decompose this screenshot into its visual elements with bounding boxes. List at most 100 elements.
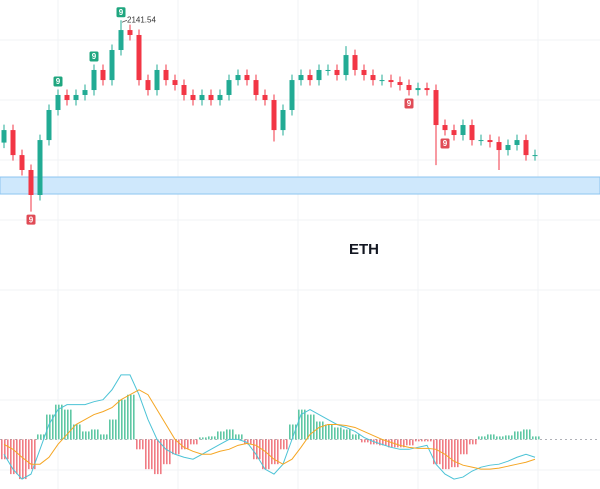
histogram-bar: [508, 435, 510, 440]
candle-body: [487, 140, 493, 143]
histogram-bar: [22, 439, 24, 480]
histogram-bar: [256, 439, 258, 460]
histogram-bar: [505, 435, 507, 440]
candle-body: [307, 75, 313, 81]
signal-badge: [53, 76, 63, 87]
histogram-bar: [442, 439, 444, 470]
histogram-bar: [481, 436, 483, 440]
histogram-bar: [124, 399, 126, 440]
histogram-bar: [157, 439, 159, 475]
histogram-bar: [271, 439, 273, 465]
candle-body: [289, 80, 295, 111]
histogram-bar: [472, 439, 474, 445]
candle-body: [496, 142, 502, 151]
histogram-bar: [37, 434, 39, 440]
histogram-bar: [358, 434, 360, 440]
candle-body: [370, 75, 376, 81]
histogram-bar: [79, 424, 81, 440]
candle-body: [154, 69, 160, 91]
histogram-bar: [418, 439, 420, 442]
histogram-bar: [460, 439, 462, 455]
histogram-bar: [70, 409, 72, 440]
candle-body: [505, 144, 511, 151]
histogram-bar: [103, 434, 105, 440]
signal-label: 9: [443, 139, 448, 148]
histogram-bar: [154, 439, 156, 475]
histogram-bar: [301, 409, 303, 440]
histogram-bar: [115, 419, 117, 440]
histogram-bar: [61, 404, 63, 440]
histogram-bar: [265, 439, 267, 470]
histogram-bar: [295, 424, 297, 440]
histogram-bar: [85, 431, 87, 440]
histogram-bar: [100, 434, 102, 440]
histogram-bar: [91, 429, 93, 440]
histogram-bar: [211, 436, 213, 440]
histogram-bar: [403, 439, 405, 448]
histogram-bar: [34, 439, 36, 470]
candle-body: [55, 94, 61, 111]
histogram-bar: [493, 434, 495, 440]
candle-body: [334, 69, 340, 76]
candle-body: [280, 110, 286, 131]
histogram-bar: [484, 436, 486, 440]
histogram-bar: [349, 429, 351, 440]
histogram-bar: [202, 437, 204, 440]
candle-body: [82, 90, 88, 95]
histogram-bar: [43, 434, 45, 440]
histogram-bar: [334, 427, 336, 440]
histogram-bar: [160, 439, 162, 475]
histogram-bar: [88, 431, 90, 440]
histogram-bar: [208, 436, 210, 440]
histogram-bar: [172, 439, 174, 455]
histogram-bar: [436, 439, 438, 465]
candle-body: [190, 94, 196, 101]
signal-label: 9: [407, 99, 412, 108]
candle-body: [91, 69, 97, 91]
histogram-bar: [406, 439, 408, 446]
histogram-bar: [46, 414, 48, 440]
histogram-bar: [340, 427, 342, 440]
histogram-bar: [532, 436, 534, 440]
candle-body: [208, 94, 214, 101]
histogram-bar: [304, 409, 306, 440]
histogram-bar: [130, 394, 132, 440]
candle-body: [136, 34, 142, 81]
candle-body: [145, 80, 151, 91]
histogram-bar: [229, 429, 231, 440]
histogram-bar: [262, 439, 264, 470]
candle-body: [19, 155, 25, 170]
candle-body: [109, 50, 115, 81]
candle-body: [10, 130, 16, 156]
candle-body: [181, 85, 187, 95]
histogram-bar: [94, 429, 96, 440]
histogram-bar: [193, 439, 195, 445]
candle-body: [163, 69, 169, 81]
histogram-bar: [328, 424, 330, 440]
histogram-bar: [136, 439, 138, 450]
histogram-bar: [490, 434, 492, 440]
histogram-bar: [40, 434, 42, 440]
histogram-bar: [118, 399, 120, 440]
candle-body: [172, 80, 178, 85]
histogram-bar: [253, 439, 255, 460]
histogram-bar: [148, 439, 150, 470]
histogram-bar: [502, 436, 504, 440]
histogram-bar: [214, 436, 216, 440]
histogram-bar: [274, 439, 276, 465]
candle-body: [406, 85, 412, 91]
histogram-bar: [184, 439, 186, 450]
histogram-bar: [475, 439, 477, 445]
histogram-bar: [430, 439, 432, 442]
histogram-bar: [109, 419, 111, 440]
candle-body: [352, 55, 358, 70]
signal-badge: [440, 138, 450, 149]
histogram-bar: [226, 429, 228, 440]
candle-body: [199, 94, 205, 101]
histogram-bar: [433, 439, 435, 465]
histogram-bar: [238, 434, 240, 440]
histogram-bar: [451, 439, 453, 468]
histogram-bar: [517, 431, 519, 440]
histogram-bar: [76, 424, 78, 440]
